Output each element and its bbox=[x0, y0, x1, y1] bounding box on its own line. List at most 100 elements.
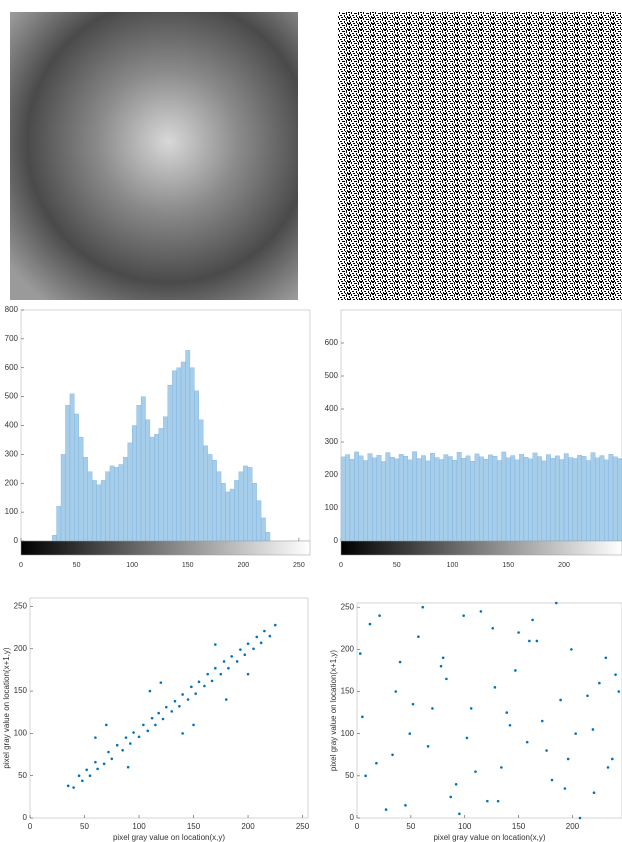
bar bbox=[533, 453, 537, 541]
point bbox=[536, 640, 539, 643]
y-axis-label: pixel gray value on location(x+1,y) bbox=[2, 647, 11, 769]
point bbox=[442, 657, 445, 660]
point bbox=[94, 761, 97, 764]
point bbox=[154, 724, 157, 727]
bar bbox=[381, 461, 385, 541]
point bbox=[517, 631, 520, 634]
x-tick-label: 0 bbox=[19, 562, 23, 569]
point bbox=[214, 643, 217, 646]
bar bbox=[226, 492, 230, 541]
y-tick-label: 800 bbox=[5, 305, 19, 314]
bar bbox=[359, 456, 363, 541]
point bbox=[509, 724, 512, 727]
point bbox=[455, 783, 458, 786]
bar bbox=[577, 455, 581, 541]
bar bbox=[119, 464, 123, 541]
bar bbox=[128, 443, 132, 541]
bar bbox=[488, 455, 492, 541]
point bbox=[607, 766, 610, 769]
point bbox=[375, 762, 378, 765]
point bbox=[531, 619, 534, 622]
bar bbox=[168, 385, 172, 541]
point bbox=[593, 791, 596, 794]
bar bbox=[573, 459, 577, 542]
bar bbox=[582, 456, 586, 541]
y-tick-label: 200 bbox=[325, 470, 339, 479]
point bbox=[85, 768, 88, 771]
y-tick-label: 250 bbox=[341, 602, 355, 611]
bar bbox=[88, 472, 92, 541]
bar bbox=[502, 452, 506, 541]
point bbox=[274, 624, 277, 627]
point bbox=[462, 614, 465, 617]
bar bbox=[403, 456, 407, 541]
bar bbox=[368, 454, 372, 541]
bar bbox=[341, 457, 345, 541]
point bbox=[227, 667, 230, 670]
bar bbox=[600, 456, 604, 541]
bar bbox=[399, 454, 403, 541]
bar bbox=[172, 371, 176, 541]
point bbox=[427, 745, 430, 748]
y-tick-label: 0 bbox=[14, 536, 19, 545]
bar bbox=[448, 457, 452, 541]
bar bbox=[234, 480, 238, 541]
bar bbox=[181, 362, 185, 541]
bar bbox=[199, 420, 203, 541]
point bbox=[505, 711, 508, 714]
point bbox=[187, 698, 190, 701]
y-tick-label: 0 bbox=[350, 813, 355, 822]
plot-area bbox=[357, 603, 622, 818]
y-tick-label: 400 bbox=[5, 421, 19, 430]
point bbox=[198, 680, 201, 683]
point bbox=[192, 724, 195, 727]
y-tick-label: 300 bbox=[5, 449, 19, 458]
y-tick-label: 100 bbox=[14, 728, 28, 737]
bar bbox=[221, 483, 225, 541]
bar bbox=[345, 455, 349, 541]
bar bbox=[586, 460, 590, 541]
bar bbox=[97, 485, 101, 541]
point bbox=[78, 774, 81, 777]
bar bbox=[377, 455, 381, 541]
y-tick-label: 700 bbox=[5, 334, 19, 343]
y-tick-label: 100 bbox=[325, 503, 339, 512]
bar bbox=[123, 457, 127, 541]
point bbox=[412, 703, 415, 706]
y-tick-label: 300 bbox=[325, 437, 339, 446]
bar bbox=[493, 456, 497, 541]
point bbox=[165, 706, 168, 709]
bar bbox=[408, 460, 412, 541]
point bbox=[528, 640, 531, 643]
point bbox=[107, 751, 110, 754]
x-tick-label: 0 bbox=[355, 822, 360, 831]
x-tick-label: 200 bbox=[566, 822, 580, 831]
point bbox=[359, 652, 362, 655]
point bbox=[170, 710, 173, 713]
bar bbox=[457, 452, 461, 541]
bar bbox=[524, 457, 528, 541]
x-tick-label: 150 bbox=[182, 562, 194, 569]
y-tick-label: 100 bbox=[5, 507, 19, 516]
x-tick-label: 150 bbox=[512, 822, 526, 831]
bar bbox=[150, 437, 154, 541]
bar bbox=[551, 458, 555, 541]
point bbox=[203, 685, 206, 688]
y-tick-label: 250 bbox=[14, 602, 28, 611]
y-tick-label: 150 bbox=[14, 686, 28, 695]
point bbox=[142, 724, 145, 727]
point bbox=[239, 648, 242, 651]
bar bbox=[110, 466, 114, 541]
bar bbox=[542, 461, 546, 541]
point bbox=[385, 808, 388, 811]
point bbox=[206, 673, 209, 676]
y-tick-label: 0 bbox=[334, 536, 339, 545]
y-tick-label: 400 bbox=[325, 404, 339, 413]
bar bbox=[604, 460, 608, 541]
point bbox=[252, 647, 255, 650]
bar bbox=[159, 428, 163, 541]
bar bbox=[61, 454, 65, 541]
bar bbox=[466, 456, 470, 541]
bar bbox=[613, 457, 617, 541]
point bbox=[440, 665, 443, 668]
